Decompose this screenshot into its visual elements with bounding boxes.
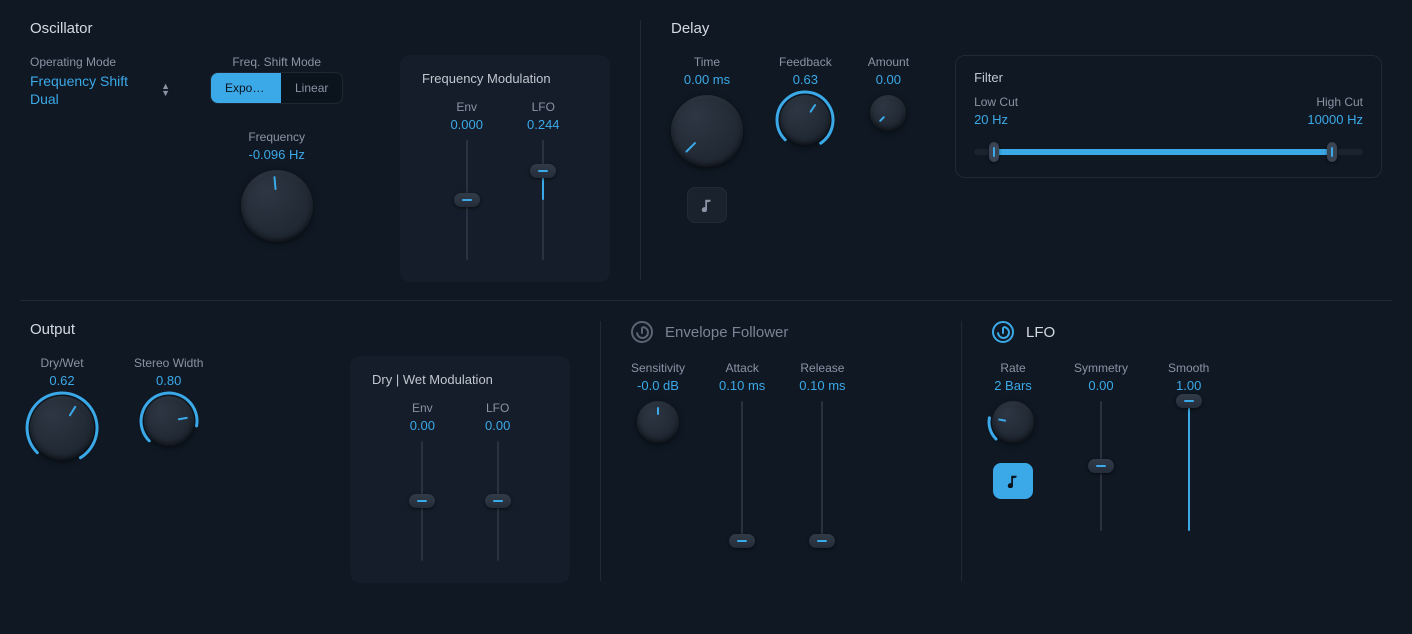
highcut-thumb[interactable] <box>1327 142 1337 162</box>
env-follower-power-button[interactable] <box>631 321 653 343</box>
lfo-title: LFO <box>1026 324 1055 341</box>
symmetry-value[interactable]: 0.00 <box>1088 378 1113 393</box>
release-value[interactable]: 0.10 ms <box>799 378 845 393</box>
freq-shift-mode-toggle[interactable]: Exponen… Linear <box>210 72 343 104</box>
delay-amount-label: Amount <box>868 55 909 69</box>
frequency-value[interactable]: -0.096 Hz <box>210 147 343 162</box>
delay-sync-button[interactable] <box>687 187 727 223</box>
out-env-slider[interactable] <box>412 441 432 561</box>
env-follower-title: Envelope Follower <box>665 324 788 341</box>
highcut-label: High Cut <box>1307 95 1363 109</box>
attack-slider[interactable] <box>732 401 752 541</box>
output-title: Output <box>30 321 570 338</box>
operating-mode-label: Operating Mode <box>30 55 170 69</box>
operating-mode-select[interactable]: Frequency Shift Dual <box>30 72 155 108</box>
release-label: Release <box>800 361 844 375</box>
note-icon <box>700 198 714 212</box>
chevron-updown-icon: ▲▼ <box>161 83 170 97</box>
lfo-power-button[interactable] <box>992 321 1014 343</box>
delay-time-knob[interactable] <box>671 95 743 167</box>
stereo-label: Stereo Width <box>134 356 203 370</box>
fm-lfo-label: LFO <box>532 100 555 114</box>
sensitivity-value[interactable]: -0.0 dB <box>637 378 679 393</box>
attack-label: Attack <box>725 361 758 375</box>
attack-value[interactable]: 0.10 ms <box>719 378 765 393</box>
delay-title: Delay <box>671 20 1382 37</box>
freq-mod-panel: Frequency Modulation Env 0.000 LFO 0.244 <box>400 55 610 282</box>
oscillator-title: Oscillator <box>30 20 610 37</box>
release-slider[interactable] <box>812 401 832 541</box>
sensitivity-label: Sensitivity <box>631 361 685 375</box>
mode-exponential-btn[interactable]: Exponen… <box>211 73 281 103</box>
drywet-mod-title: Dry | Wet Modulation <box>372 372 548 387</box>
drywet-label: Dry/Wet <box>40 356 83 370</box>
delay-time-value[interactable]: 0.00 ms <box>684 72 730 87</box>
smooth-value[interactable]: 1.00 <box>1176 378 1201 393</box>
delay-feedback-value[interactable]: 0.63 <box>793 72 818 87</box>
out-env-label: Env <box>412 401 433 415</box>
rate-value[interactable]: 2 Bars <box>994 378 1032 393</box>
out-lfo-slider[interactable] <box>488 441 508 561</box>
sensitivity-knob[interactable] <box>637 401 679 443</box>
stereo-value[interactable]: 0.80 <box>156 373 181 388</box>
freq-mod-title: Frequency Modulation <box>422 71 588 86</box>
mode-linear-btn[interactable]: Linear <box>281 73 342 103</box>
lowcut-label: Low Cut <box>974 95 1018 109</box>
fm-env-label: Env <box>456 100 477 114</box>
delay-filter-panel: Filter Low Cut 20 Hz High Cut 10000 Hz <box>955 55 1382 178</box>
highcut-value[interactable]: 10000 Hz <box>1307 112 1363 127</box>
lfo-sync-button[interactable] <box>993 463 1033 499</box>
freq-shift-mode-label: Freq. Shift Mode <box>210 55 343 69</box>
symmetry-slider[interactable] <box>1091 401 1111 531</box>
delay-feedback-knob[interactable] <box>780 95 830 145</box>
lowcut-value[interactable]: 20 Hz <box>974 112 1018 127</box>
delay-amount-knob[interactable] <box>870 95 906 131</box>
filter-range-slider[interactable] <box>974 149 1363 155</box>
drywet-value[interactable]: 0.62 <box>49 373 74 388</box>
delay-time-label: Time <box>694 55 720 69</box>
stereo-knob[interactable] <box>144 396 194 446</box>
lowcut-thumb[interactable] <box>989 142 999 162</box>
delay-feedback-label: Feedback <box>779 55 832 69</box>
smooth-label: Smooth <box>1168 361 1209 375</box>
drywet-knob[interactable] <box>30 396 94 460</box>
out-lfo-value[interactable]: 0.00 <box>485 418 510 433</box>
frequency-label: Frequency <box>210 130 343 144</box>
fm-lfo-slider[interactable] <box>533 140 553 260</box>
frequency-knob[interactable] <box>241 170 313 242</box>
drywet-mod-panel: Dry | Wet Modulation Env 0.00 LFO 0.00 <box>350 356 570 583</box>
fm-env-slider[interactable] <box>457 140 477 260</box>
fm-lfo-value[interactable]: 0.244 <box>527 117 560 132</box>
symmetry-label: Symmetry <box>1074 361 1128 375</box>
out-lfo-label: LFO <box>486 401 509 415</box>
fm-env-value[interactable]: 0.000 <box>450 117 483 132</box>
rate-label: Rate <box>1000 361 1025 375</box>
rate-knob[interactable] <box>992 401 1034 443</box>
delay-amount-value[interactable]: 0.00 <box>876 72 901 87</box>
note-icon <box>1006 474 1020 488</box>
out-env-value[interactable]: 0.00 <box>410 418 435 433</box>
filter-title: Filter <box>974 70 1363 85</box>
smooth-slider[interactable] <box>1179 401 1199 531</box>
